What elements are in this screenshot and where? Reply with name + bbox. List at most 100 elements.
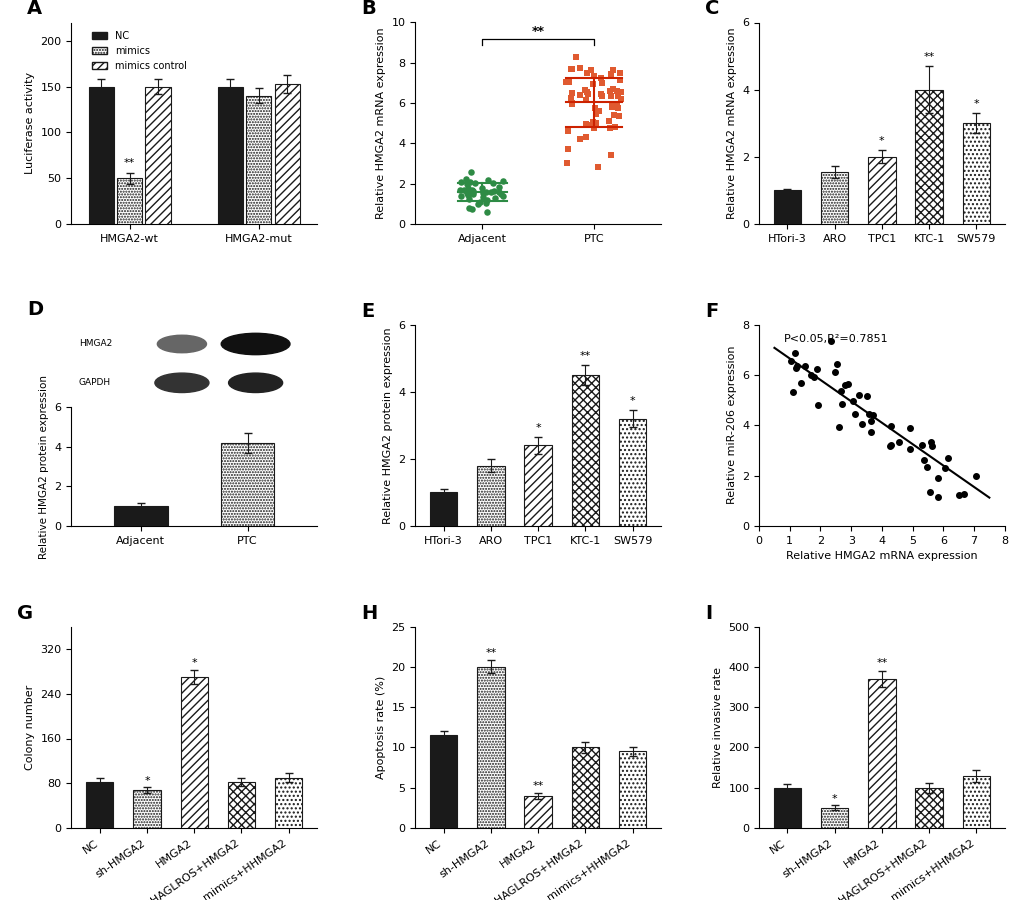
Y-axis label: Relative HMGA2 mRNA expression: Relative HMGA2 mRNA expression [726, 27, 736, 219]
Y-axis label: Relative HMGA2 protein expression: Relative HMGA2 protein expression [39, 374, 49, 559]
Text: *: * [192, 658, 197, 668]
Point [560, 76, 577, 90]
Text: **: ** [922, 52, 933, 62]
Point [609, 89, 626, 104]
Point [788, 359, 804, 374]
Point [809, 398, 825, 412]
Point [921, 484, 937, 499]
Point [951, 488, 967, 502]
Point [593, 71, 609, 86]
Point [833, 396, 849, 410]
Point [881, 418, 898, 433]
Point [562, 86, 579, 101]
Bar [146, 86, 170, 224]
Text: **: ** [875, 658, 887, 669]
Point [862, 425, 878, 439]
Point [891, 436, 907, 450]
Bar [86, 782, 113, 828]
Bar [117, 178, 142, 224]
Point [451, 183, 468, 197]
Point [464, 202, 480, 217]
Point [562, 90, 579, 104]
Point [490, 184, 506, 199]
Point [466, 176, 482, 191]
Point [605, 108, 622, 122]
Text: *: * [535, 423, 540, 433]
Point [881, 439, 898, 454]
Point [454, 183, 471, 197]
Point [846, 408, 862, 422]
Bar [962, 776, 989, 828]
Point [901, 421, 917, 436]
Point [604, 63, 621, 77]
Point [471, 195, 487, 210]
Point [928, 471, 945, 485]
Bar [867, 679, 895, 828]
Point [478, 204, 494, 219]
Point [474, 190, 490, 204]
Bar [820, 172, 848, 224]
Point [479, 173, 495, 187]
Bar [429, 492, 457, 526]
Bar [221, 443, 274, 526]
Point [492, 186, 508, 201]
Point [459, 177, 475, 192]
Point [562, 61, 579, 76]
Text: **: ** [124, 158, 136, 168]
Point [605, 120, 622, 134]
Point [589, 160, 605, 175]
Text: I: I [704, 604, 711, 623]
Text: G: G [17, 604, 34, 623]
Point [577, 83, 593, 97]
Point [465, 185, 481, 200]
Point [829, 419, 846, 434]
Point [578, 117, 594, 131]
Point [786, 346, 802, 361]
Point [460, 188, 476, 202]
Point [580, 86, 596, 101]
Y-axis label: Apoptosis rate (%): Apoptosis rate (%) [375, 676, 385, 778]
Text: *: * [629, 396, 635, 406]
Text: *: * [972, 99, 978, 109]
Point [785, 385, 801, 400]
Point [922, 435, 938, 449]
Point [461, 201, 477, 215]
Bar [524, 446, 551, 526]
Point [603, 98, 620, 112]
Point [590, 104, 606, 118]
Point [853, 418, 869, 432]
Point [584, 118, 600, 132]
Point [557, 75, 574, 89]
Point [582, 62, 598, 77]
Point [851, 388, 867, 402]
Point [602, 148, 619, 162]
Ellipse shape [155, 374, 209, 392]
Text: B: B [361, 0, 376, 18]
Point [608, 84, 625, 98]
Text: H: H [361, 604, 377, 623]
Point [464, 184, 480, 199]
Point [465, 186, 481, 201]
Point [452, 189, 469, 203]
Bar [571, 375, 598, 526]
Point [479, 193, 495, 207]
Point [828, 357, 845, 372]
Text: P<0.05,R²=0.7851: P<0.05,R²=0.7851 [783, 334, 888, 344]
Point [464, 183, 480, 197]
Point [475, 185, 491, 200]
Bar [477, 667, 504, 828]
Text: *: * [832, 794, 837, 805]
Point [461, 192, 477, 206]
X-axis label: Relative HMGA2 mRNA expression: Relative HMGA2 mRNA expression [786, 551, 977, 562]
Point [460, 181, 476, 195]
Point [826, 365, 843, 380]
Point [578, 93, 594, 107]
Point [593, 88, 609, 103]
Point [458, 171, 474, 185]
Bar [477, 465, 504, 526]
Point [585, 121, 601, 135]
Point [558, 156, 575, 170]
Point [609, 109, 626, 123]
Point [462, 175, 478, 189]
Point [579, 66, 595, 80]
